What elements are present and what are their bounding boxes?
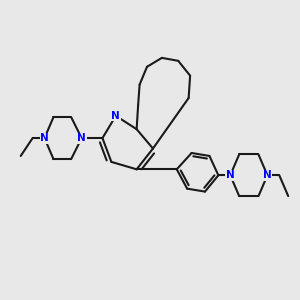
Text: N: N: [263, 170, 272, 180]
Text: N: N: [111, 111, 120, 121]
Text: N: N: [226, 170, 235, 180]
Text: N: N: [77, 133, 86, 143]
Text: N: N: [40, 133, 49, 143]
